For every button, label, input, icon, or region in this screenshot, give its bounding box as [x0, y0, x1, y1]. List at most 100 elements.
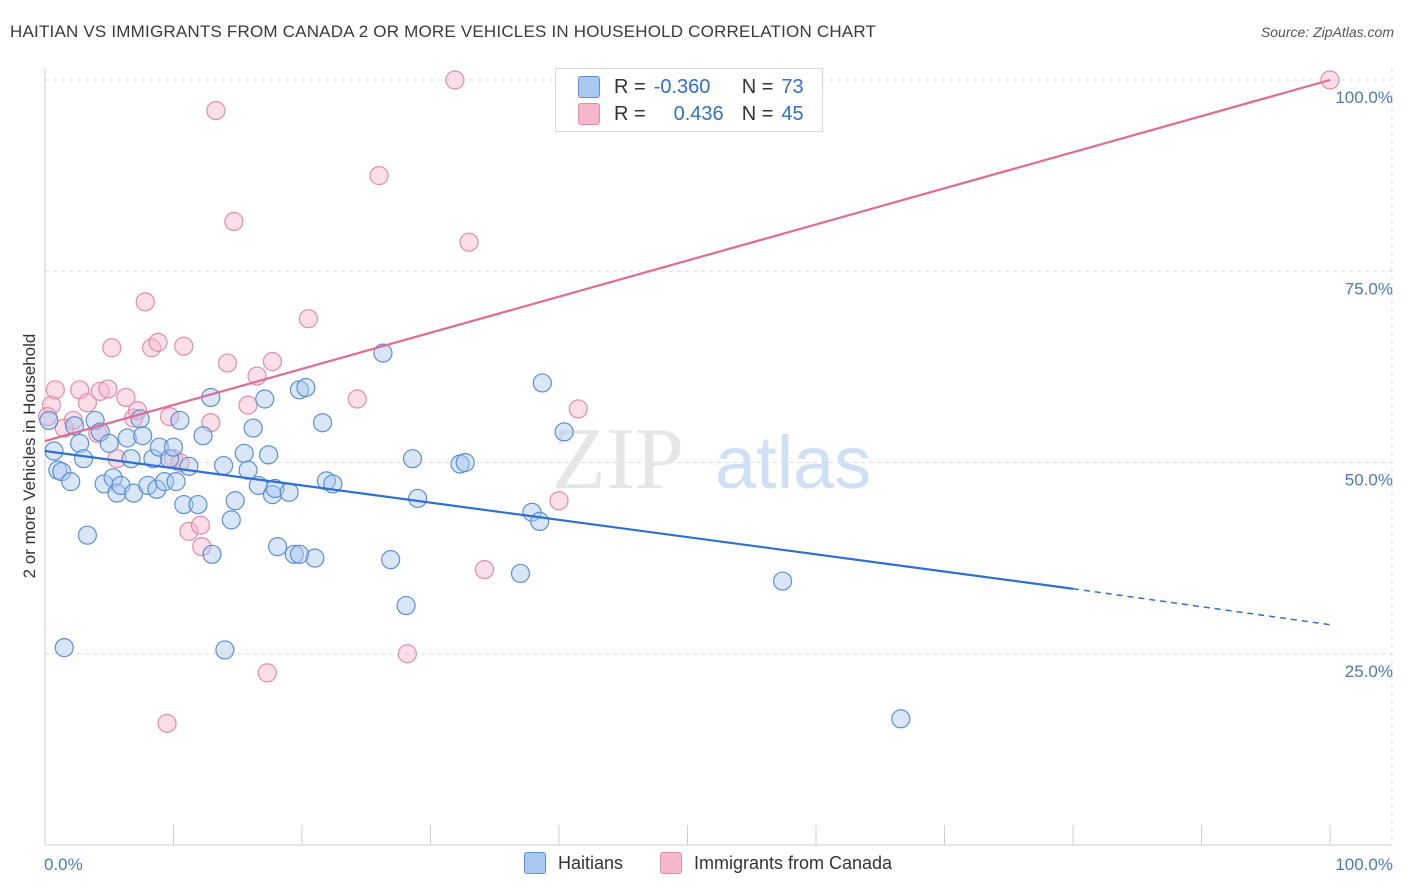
y-tick-label: 25.0%: [1345, 662, 1393, 681]
data-point-canada: [347, 389, 367, 409]
series-legend-haitians: Haitians: [524, 852, 623, 874]
data-point-canada: [192, 537, 212, 557]
data-point-haitians: [221, 510, 241, 530]
data-point-canada: [135, 292, 155, 312]
data-point-haitians: [532, 373, 552, 393]
x-tick-label: 100.0%: [1335, 855, 1393, 874]
data-point-canada: [397, 644, 417, 664]
legend-r-value: 0.436: [673, 102, 724, 125]
data-point-haitians: [61, 472, 81, 492]
y-tick-label: 75.0%: [1345, 279, 1393, 298]
watermark-atlas: atlas: [715, 421, 871, 504]
data-point-haitians: [99, 433, 119, 453]
data-point-haitians: [188, 494, 208, 515]
data-point-haitians: [530, 511, 550, 532]
legend-n-label: N =: [741, 102, 774, 125]
series-canada-points: [37, 70, 1340, 733]
data-point-haitians: [130, 409, 150, 429]
data-point-haitians: [891, 709, 911, 729]
series-label-canada: Immigrants from Canada: [694, 852, 893, 873]
data-point-canada: [217, 353, 238, 373]
data-point-canada: [549, 491, 569, 511]
data-point-haitians: [408, 488, 428, 509]
data-point-canada: [190, 515, 211, 535]
data-point-haitians: [267, 537, 288, 557]
data-point-haitians: [143, 449, 163, 469]
data-point-canada: [157, 713, 177, 733]
data-point-canada: [445, 70, 465, 90]
data-point-haitians: [202, 544, 222, 564]
data-point-haitians: [373, 343, 393, 363]
data-point-canada: [474, 559, 495, 580]
data-point-canada: [90, 381, 110, 401]
data-point-canada: [174, 336, 194, 356]
correlation-legend: R = -0.360 N = 73 R = 0.436 N = 45: [555, 68, 823, 132]
data-point-haitians: [193, 426, 213, 446]
data-point-canada: [148, 332, 168, 352]
data-point-haitians: [402, 449, 423, 469]
data-point-haitians: [64, 416, 85, 436]
data-point-haitians: [312, 413, 333, 433]
trend-line-haitians: [44, 449, 1074, 590]
data-point-haitians: [455, 452, 475, 473]
data-point-haitians: [225, 491, 245, 511]
data-point-haitians: [265, 478, 285, 499]
data-point-haitians: [510, 563, 531, 584]
data-point-haitians: [214, 455, 234, 476]
data-point-haitians: [258, 445, 279, 465]
data-point-canada: [142, 338, 162, 358]
data-point-haitians: [103, 468, 123, 488]
data-point-haitians: [147, 479, 167, 499]
data-point-haitians: [133, 426, 153, 446]
data-point-haitians: [174, 494, 194, 515]
data-point-canada: [41, 395, 62, 415]
data-point-haitians: [121, 449, 141, 469]
data-point-canada: [102, 338, 122, 358]
data-point-haitians: [166, 472, 186, 492]
series-haitians-points: [39, 343, 911, 729]
data-point-canada: [459, 232, 479, 252]
source-label: Source: ZipAtlas.com: [1260, 24, 1394, 40]
data-point-haitians: [73, 449, 94, 469]
data-point-canada: [206, 100, 226, 121]
data-point-canada: [179, 521, 199, 541]
data-point-haitians: [289, 544, 310, 564]
data-point-canada: [224, 211, 244, 232]
data-point-haitians: [201, 387, 221, 408]
data-point-haitians: [305, 548, 325, 568]
y-tick-label: 50.0%: [1345, 471, 1393, 490]
data-point-haitians: [234, 443, 254, 463]
data-point-haitians: [117, 428, 137, 448]
data-point-canada: [77, 393, 98, 413]
tick-labels: 25.0% 50.0% 75.0% 100.0% 0.0% 100.0%: [44, 88, 1393, 874]
series-swatch-haitians: [524, 852, 546, 874]
data-point-canada: [160, 407, 180, 427]
data-point-haitians: [154, 472, 175, 492]
data-point-haitians: [296, 377, 316, 398]
trend-line-haitians-extrapolated: [1072, 587, 1331, 626]
trend-line-canada: [44, 78, 1331, 443]
data-point-haitians: [54, 638, 74, 658]
data-point-haitians: [381, 550, 401, 570]
legend-swatch-canada: [578, 103, 600, 125]
watermark-zip: ZIP: [552, 411, 684, 508]
series-swatch-canada: [660, 852, 682, 874]
y-tick-label: 100.0%: [1335, 88, 1393, 107]
gridlines: [45, 68, 1393, 845]
data-point-canada: [257, 663, 277, 683]
data-point-canada: [298, 309, 319, 329]
data-point-haitians: [179, 456, 199, 476]
data-point-canada: [262, 351, 283, 372]
data-point-haitians: [44, 441, 64, 461]
data-point-haitians: [243, 418, 263, 438]
data-point-canada: [116, 387, 136, 408]
legend-r-label: R =: [614, 102, 646, 125]
x-tick-label: 0.0%: [44, 855, 83, 874]
data-point-haitians: [396, 595, 416, 616]
data-point-haitians: [255, 389, 275, 409]
data-point-haitians: [554, 422, 574, 442]
data-point-haitians: [163, 437, 184, 457]
trend-lines: [44, 78, 1331, 626]
data-point-haitians: [170, 410, 190, 431]
